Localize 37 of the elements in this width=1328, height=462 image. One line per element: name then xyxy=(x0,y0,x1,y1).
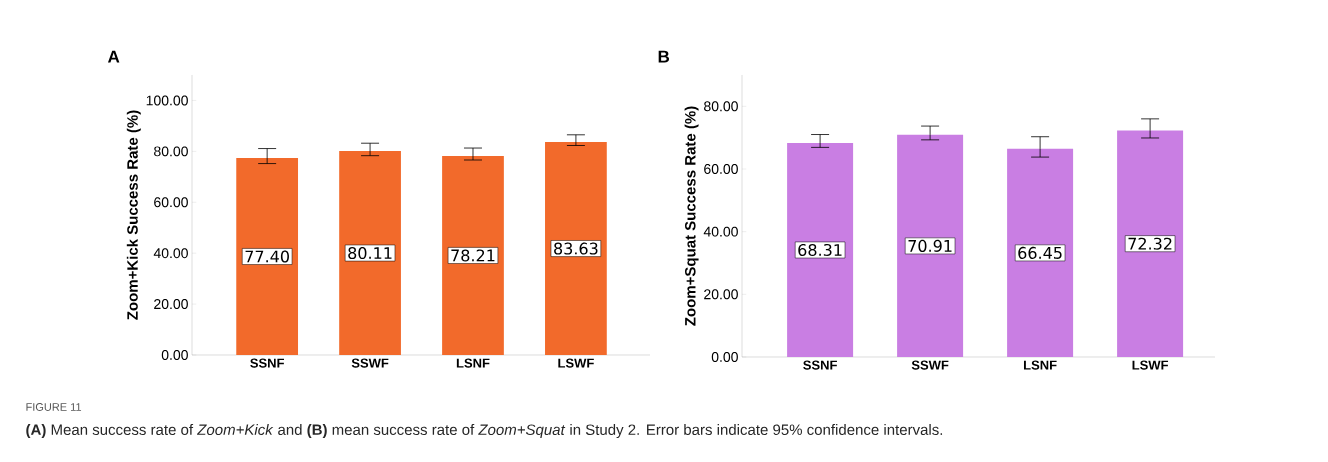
y-tick-label: 60.00 xyxy=(154,197,188,208)
caption: FIGURE 11 xyxy=(26,403,82,411)
data-label: 68.31 xyxy=(798,243,842,257)
text: (A) Mean success rate of Zoom+Kick and (B) mean success rate of Zoom+Squat in Study 2. Error bars indicate 95% confidence intervals. xyxy=(26,423,943,438)
y-tick-label: 80.00 xyxy=(704,101,738,112)
bar xyxy=(1117,130,1184,357)
y-tick-label: 80.00 xyxy=(154,146,188,157)
y-tick-label: 40.00 xyxy=(703,226,738,237)
y-tick-label: 0.00 xyxy=(161,350,188,360)
data-label: 80.11 xyxy=(348,246,392,260)
y-axis-title: Zoom+Kick Success Rate (%) xyxy=(126,110,141,320)
chart-title: A xyxy=(107,50,120,63)
y-axis-title: Zoom+Squat Success Rate (%) xyxy=(684,106,699,326)
x-tick-label: LSNF xyxy=(1023,360,1057,370)
data-label: 66.45 xyxy=(1018,246,1062,259)
x-tick-label: SSWF xyxy=(911,360,949,370)
data-label: 77.40 xyxy=(245,250,289,263)
data-label: 70.91 xyxy=(908,239,952,252)
bar xyxy=(1007,148,1074,357)
x-tick-label: SSNF xyxy=(250,358,284,368)
y-tick-label: 20.00 xyxy=(704,289,738,300)
x-tick-label: LSWF xyxy=(558,358,594,368)
data-label: 78.21 xyxy=(451,249,495,262)
x-tick-label: LSNF xyxy=(456,358,490,368)
data-label: 72.32 xyxy=(1128,237,1172,250)
x-tick-label: SSWF xyxy=(351,358,389,368)
y-tick-label: 0.00 xyxy=(711,352,738,362)
x-tick-label: LSWF xyxy=(1132,360,1169,370)
y-tick-label: 100.00 xyxy=(146,95,188,106)
data-label: 83.63 xyxy=(554,242,598,255)
bar xyxy=(787,142,854,357)
x-tick-label: SSNF xyxy=(803,360,837,370)
y-tick-label: 60.00 xyxy=(704,164,738,174)
y-tick-label: 40.00 xyxy=(153,248,188,259)
chart-title: B xyxy=(658,50,670,63)
bar xyxy=(897,134,964,357)
y-tick-label: 20.00 xyxy=(154,299,188,310)
